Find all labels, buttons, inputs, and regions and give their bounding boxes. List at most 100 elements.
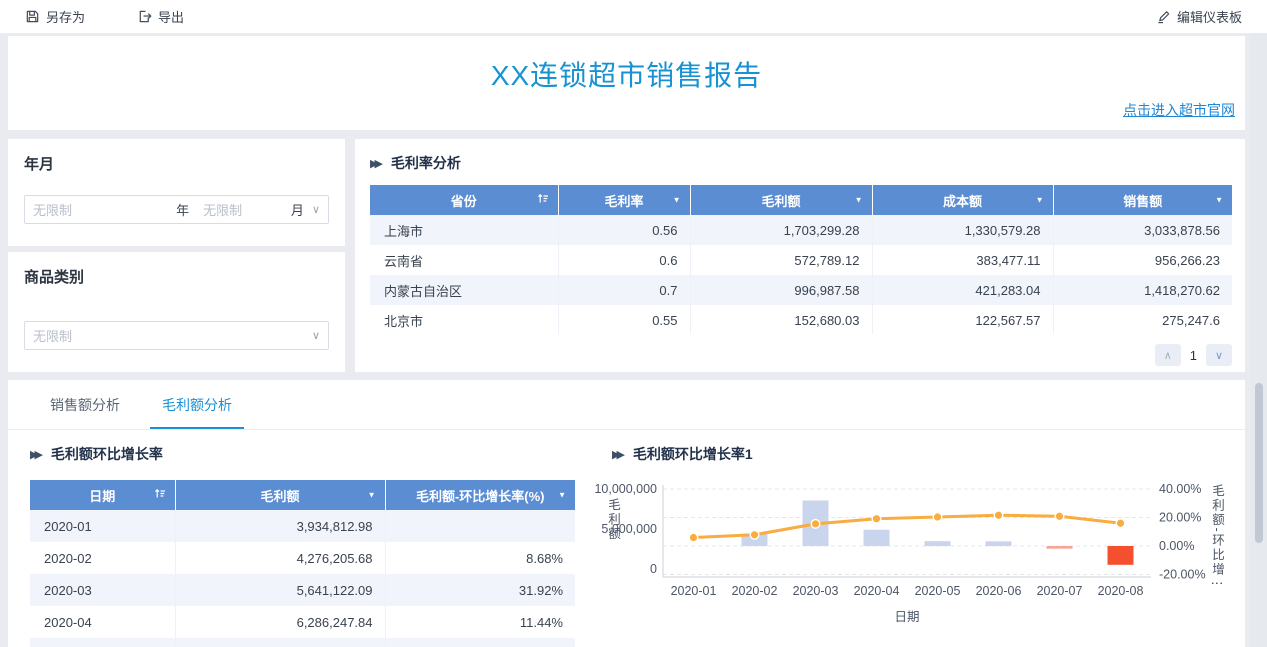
year-month-input[interactable]: 无限制 年 无限制 月 ∨ [24,195,329,224]
category-dropdown[interactable]: 无限制 ∨ [24,321,329,350]
export-button[interactable]: 导出 [137,7,184,26]
cell-date: 2020-04 [30,606,176,638]
cell-sales-amount: 956,266.23 [1154,252,1220,268]
growth-chart-title-text: 毛利额环比增长率1 [632,446,753,462]
filter-icon[interactable]: ▼ [1035,195,1044,205]
page-down-button[interactable]: ∨ [1206,344,1232,366]
svg-text:20.00%: 20.00% [1159,511,1201,525]
profit-rate-panel: ▶▶ 毛利率分析 省份 毛利率 ▼ 毛利额 ▼ 成本额 ▼ 销售额 ▼ 上海市 0.56 [355,139,1245,372]
cell-cost-amount: 383,477.11 [872,245,1054,275]
month-unit: 月 [290,203,304,218]
table-row[interactable]: 2020-01 3,934,812.98 [30,510,575,542]
cell-cost-amount: 122,567.57 [872,305,1054,334]
cell-profit-amount: 4,276,205.68 [175,542,386,574]
combo-chart-plot[interactable]: 10,000,000 5,000,000 0 40.00% 20.00% 0.00% -20… [580,479,1240,632]
page-scrollbar[interactable] [1251,33,1267,647]
analysis-panel: 销售额分析 毛利额分析 ▶▶ 毛利额环比增长率 日期 毛利额 ▼ 毛利额-环比增长… [8,380,1245,647]
cell-growth-rate [385,510,575,542]
svg-text:40.00%: 40.00% [1159,482,1201,496]
table-row[interactable]: 2020-02 4,276,205.68 8.68% [30,542,575,574]
cell-province: 上海市 [370,215,559,245]
cell-growth-rate: 8.68% [526,550,563,566]
edit-dashboard-button[interactable]: 编辑仪表板 [1156,7,1242,26]
save-as-button[interactable]: 另存为 [25,7,85,26]
cell-province: 内蒙古自治区 [370,275,559,305]
cell-cost-amount: 421,283.04 [872,275,1054,305]
cell-growth-rate: 31.92% [518,582,563,598]
page-number: 1 [1189,347,1197,363]
svg-text:2020-01: 2020-01 [671,584,717,598]
table-row[interactable]: 云南省 0.6 572,789.12 383,477.11 956,266.23 [370,245,1232,275]
profit-rate-title-text: 毛利率分析 [390,155,461,171]
page-up-button[interactable]: ∧ [1154,344,1181,366]
report-header-panel: XX连锁超市销售报告 点击进入超市官网 [8,36,1245,130]
cell-province: 北京市 [370,305,559,334]
growth-table-title: ▶▶ 毛利额环比增长率 [30,444,163,464]
category-label: 商品类别 [24,269,85,286]
export-label: 导出 [158,10,185,25]
tab-sales-analysis[interactable]: 销售额分析 [50,397,120,413]
table-row[interactable] [30,638,575,647]
table-header-row: 省份 毛利率 ▼ 毛利额 ▼ 成本额 ▼ 销售额 ▼ [370,185,1232,215]
table-row[interactable]: 内蒙古自治区 0.7 996,987.58 421,283.04 1,418,2… [370,275,1232,305]
filter-icon[interactable]: ▼ [1215,195,1223,205]
filter-icon[interactable]: ▼ [558,490,566,500]
tab-profit-analysis[interactable]: 毛利额分析 [150,395,244,429]
section-arrow-icon: ▶▶ [612,448,625,461]
table-row[interactable]: 北京市 0.55 152,680.03 122,567.57 275,247.6 [370,305,1232,334]
column-date[interactable]: 日期 [30,480,176,510]
year-value: 无限制 [33,203,73,218]
filter-icon[interactable]: ▼ [672,195,681,205]
table-row[interactable]: 2020-03 5,641,122.09 31.92% [30,574,575,606]
growth-table: 日期 毛利额 ▼ 毛利额-环比增长率(%) ▼ 2020-01 3,934,812.… [30,480,575,647]
filter-icon[interactable]: ▼ [367,490,376,500]
sort-icon[interactable] [154,488,166,503]
column-sales-amount[interactable]: 销售额 ▼ [1053,185,1232,215]
filter-icon[interactable]: ▼ [854,195,863,205]
category-filter-panel: 商品类别 无限制 ∨ [8,252,345,372]
tab-bar: 销售额分析 毛利额分析 [8,380,1245,430]
svg-text:5,000,000: 5,000,000 [601,522,657,536]
growth-table-title-text: 毛利额环比增长率 [50,446,163,462]
pencil-icon [1156,9,1171,24]
cell-sales-amount: 275,247.6 [1162,312,1220,328]
svg-text:2020-05: 2020-05 [915,584,961,598]
svg-text:2020-07: 2020-07 [1037,584,1083,598]
year-unit: 年 [176,203,190,218]
table-row[interactable]: 2020-04 6,286,247.84 11.44% [30,606,575,638]
table-row[interactable]: 上海市 0.56 1,703,299.28 1,330,579.28 3,033… [370,215,1232,245]
column-profit-amount[interactable]: 毛利额 ▼ [690,185,873,215]
month-value: 无限制 [203,203,243,218]
cell-growth-rate: 11.44% [519,614,563,630]
svg-text:2020-06: 2020-06 [976,584,1022,598]
column-profit-rate[interactable]: 毛利率 ▼ [558,185,691,215]
pagination: ∧ 1 ∨ [1154,344,1232,366]
year-month-filter-panel: 年 月 无限制 年 无限制 月 ∨ [8,139,345,246]
svg-text:2020-08: 2020-08 [1098,584,1144,598]
svg-text:0.00%: 0.00% [1159,539,1194,553]
chevron-down-icon: ∨ [311,330,320,342]
svg-text:2020-03: 2020-03 [793,584,839,598]
cell-profit-amount: 572,789.12 [690,245,873,275]
cell-profit-rate: 0.55 [558,305,691,334]
cell-sales-amount: 3,033,878.56 [1144,222,1220,238]
cell-date: 2020-03 [30,574,176,606]
cell-profit-amount: 1,703,299.28 [690,215,873,245]
column-growth-rate[interactable]: 毛利额-环比增长率(%) ▼ [385,480,575,510]
scrollbar-thumb[interactable] [1255,383,1263,543]
svg-text:2020-02: 2020-02 [732,584,778,598]
svg-text:日期: 日期 [894,610,919,624]
svg-text:0: 0 [650,562,657,576]
section-arrow-icon: ▶▶ [30,448,43,461]
sort-icon[interactable] [537,193,549,208]
profit-rate-title: ▶▶ 毛利率分析 [370,153,461,173]
save-as-label: 另存为 [46,10,86,25]
column-cost-amount[interactable]: 成本额 ▼ [872,185,1054,215]
column-profit-amount[interactable]: 毛利额 ▼ [175,480,386,510]
column-province[interactable]: 省份 [370,185,559,215]
cell-profit-amount: 152,680.03 [690,305,873,334]
supermarket-site-link[interactable]: 点击进入超市官网 [1123,102,1235,118]
page-title: XX连锁超市销售报告 [490,60,763,91]
category-value: 无限制 [33,329,73,344]
cell-profit-rate: 0.56 [558,215,691,245]
